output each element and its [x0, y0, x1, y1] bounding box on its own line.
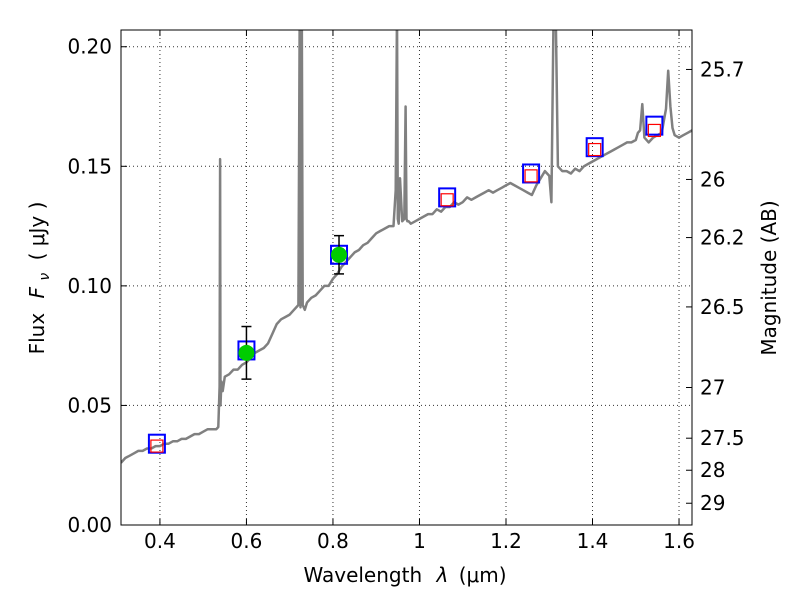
- predicted-photometry-box: [150, 439, 164, 453]
- y-tick-label: 0.20: [67, 35, 112, 59]
- x-tick-label: 0.6: [231, 529, 263, 553]
- magnitude-tick-label: 26.2: [700, 226, 745, 250]
- tick-layer: 0.4 0.6 0.8 1 1.2 1.4 1.6 0.00 0.05 0.10 0.15 0.20 2…: [67, 30, 745, 553]
- x-tick-label: 0.8: [317, 529, 349, 553]
- predicted-photometry-box: [647, 123, 661, 138]
- y-axis-label-text: Flux: [25, 313, 49, 355]
- grid-layer: [121, 30, 692, 526]
- y-axis-label: Flux F ν ( μJy ): [25, 202, 54, 355]
- observed-point: [331, 246, 348, 263]
- y-tick-label: 0.15: [67, 154, 112, 178]
- y-tick-label: 0.00: [67, 513, 112, 537]
- model-photometry-box: [147, 433, 166, 454]
- magnitude-axis-label: Magnitude (AB): [757, 200, 781, 355]
- plot-frame: [120, 29, 693, 526]
- observed-point: [238, 344, 255, 361]
- x-axis-unit: (μm): [459, 563, 507, 587]
- magnitude-tick-label: 28: [700, 458, 725, 482]
- y-axis-subscript: ν: [37, 273, 53, 281]
- y-axis-unit: ( μJy ): [25, 202, 49, 261]
- x-tick-label: 1.6: [663, 529, 695, 553]
- y-tick-label: 0.10: [67, 274, 112, 298]
- predicted-photometry-box: [588, 142, 602, 157]
- x-tick-label: 0.4: [144, 529, 176, 553]
- x-axis-label-text: Wavelength: [303, 563, 422, 587]
- model-photometry-box: [645, 115, 664, 136]
- x-axis-label: Wavelength λ (μm): [303, 563, 506, 587]
- spectrum-layer: [121, 30, 692, 464]
- model-photometry-box: [438, 187, 457, 208]
- x-axis-symbol: λ: [436, 563, 449, 587]
- model-photometry-box: [522, 163, 541, 184]
- magnitude-tick-label: 26.5: [700, 295, 745, 319]
- y-axis-symbol: F: [25, 286, 49, 298]
- predicted-photometry-box: [524, 169, 538, 183]
- spectrum-line: [121, 30, 692, 464]
- model-photometry-box: [585, 137, 604, 158]
- marker-layer: [147, 115, 664, 454]
- magnitude-tick-label: 27.5: [700, 426, 745, 450]
- x-tick-label: 1: [413, 529, 426, 553]
- x-tick-label: 1.4: [577, 529, 609, 553]
- magnitude-tick-label: 25.7: [700, 57, 745, 81]
- y-tick-label: 0.05: [67, 393, 112, 417]
- magnitude-tick-label: 26: [700, 167, 725, 191]
- x-tick-label: 1.2: [490, 529, 522, 553]
- predicted-photometry-box: [440, 193, 454, 207]
- magnitude-tick-label: 29: [700, 491, 725, 515]
- magnitude-tick-label: 27: [700, 376, 725, 400]
